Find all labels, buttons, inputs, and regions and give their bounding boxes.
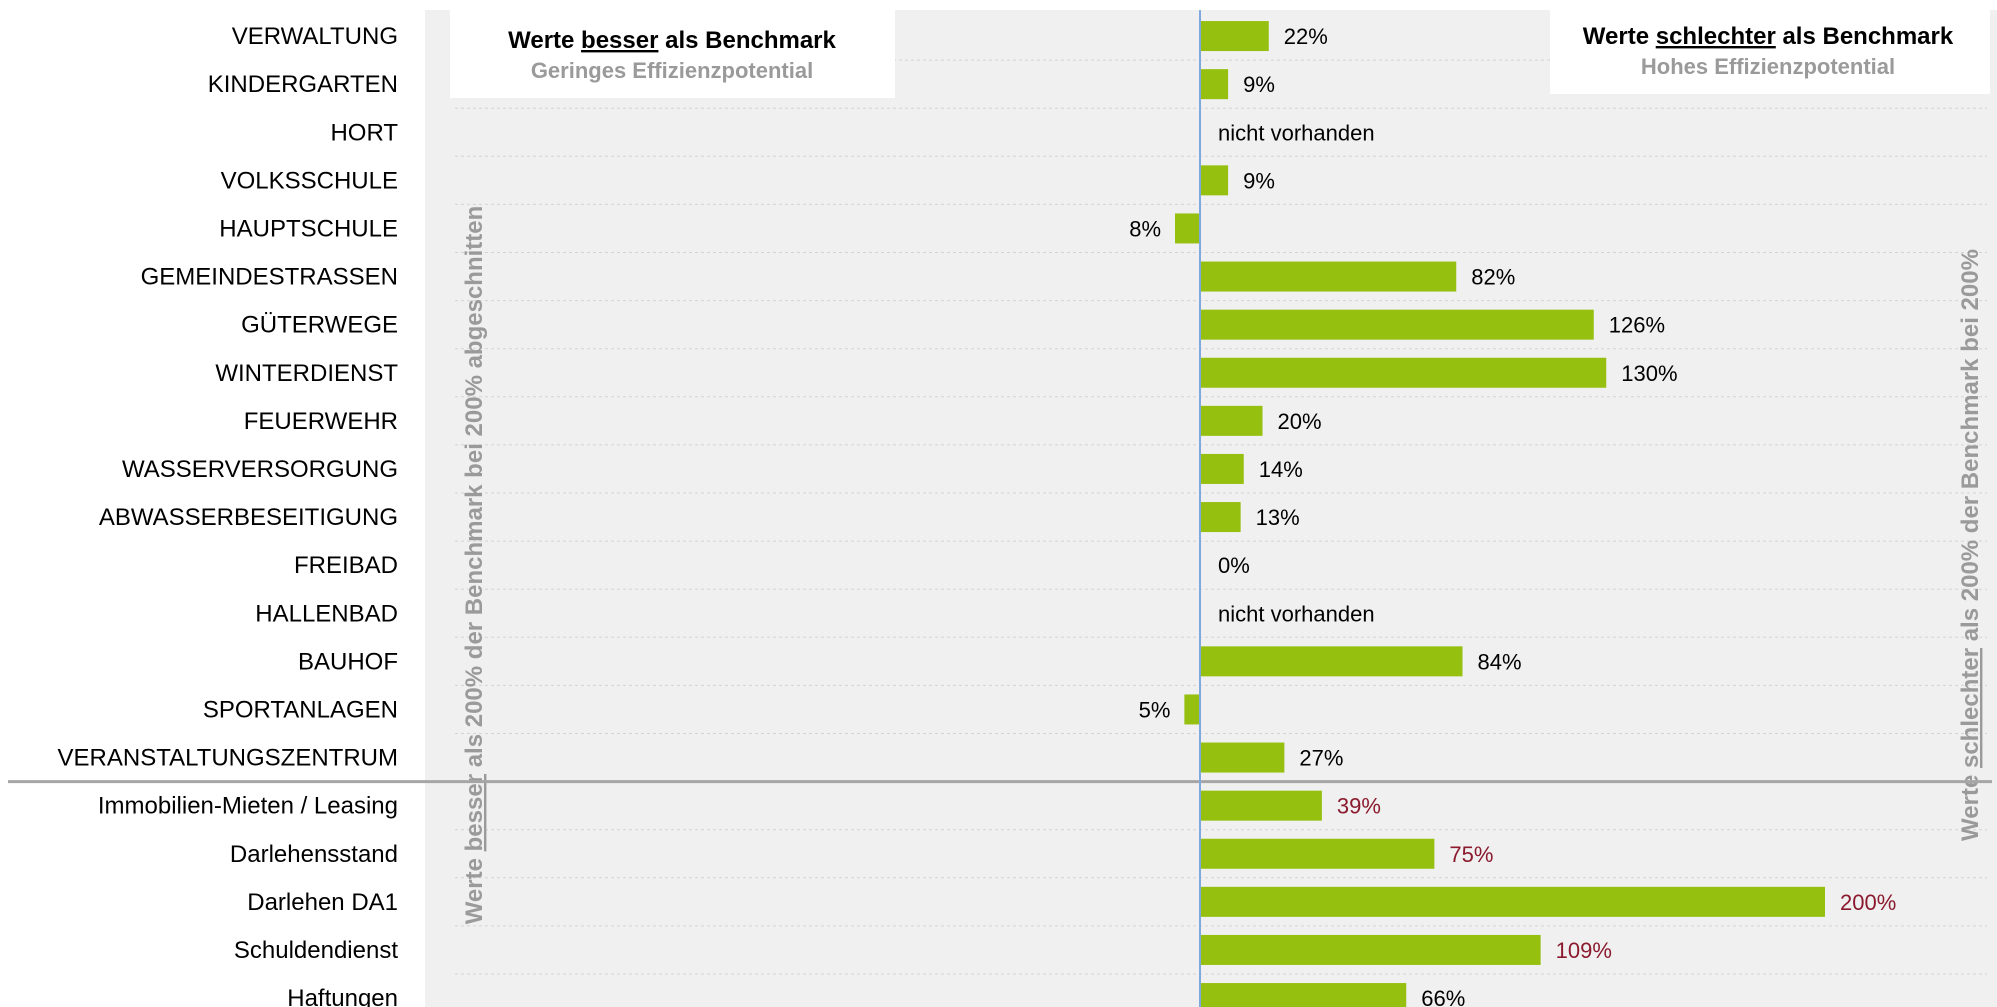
value-labels: 22% 9% nicht vorhanden 9% 8% 82% 126% 130% 20% 14… bbox=[1129, 24, 1896, 1007]
category-label: HORT bbox=[330, 119, 398, 146]
bar bbox=[1200, 165, 1229, 196]
bar bbox=[1184, 694, 1200, 725]
category-label: KINDERGARTEN bbox=[208, 71, 398, 98]
category-label: WASSERVERSORGUNG bbox=[122, 456, 398, 483]
bar bbox=[1200, 261, 1457, 292]
category-label: VOLKSSCHULE bbox=[221, 167, 398, 194]
bar bbox=[1200, 646, 1463, 677]
category-label: Darlehensstand bbox=[230, 841, 398, 868]
bar bbox=[1200, 405, 1263, 436]
category-label: WINTERDIENST bbox=[215, 360, 398, 387]
value-label: 22% bbox=[1284, 24, 1328, 49]
category-label: BAUHOF bbox=[298, 648, 398, 675]
category-label: HAUPTSCHULE bbox=[219, 215, 398, 242]
bar bbox=[1200, 790, 1322, 821]
category-label: Haftungen bbox=[287, 985, 398, 1007]
category-label: Immobilien-Mieten / Leasing bbox=[98, 793, 398, 820]
bar bbox=[1175, 213, 1200, 244]
category-label: VERWALTUNG bbox=[232, 23, 398, 50]
value-label: 66% bbox=[1421, 986, 1465, 1007]
bar bbox=[1200, 838, 1435, 869]
legend-right-title: Werte schlechter als Benchmark bbox=[1583, 23, 1954, 50]
value-label: 20% bbox=[1278, 409, 1322, 434]
bar bbox=[1200, 983, 1407, 1007]
category-label: FEUERWEHR bbox=[244, 408, 398, 435]
category-label: HALLENBAD bbox=[255, 600, 398, 627]
legend-right-box bbox=[1550, 10, 1990, 94]
legend-left-subtitle: Geringes Effizienzpotential bbox=[531, 58, 813, 83]
legend-right-subtitle: Hohes Effizienzpotential bbox=[1641, 54, 1895, 79]
bars bbox=[1175, 21, 1825, 1007]
category-label: GEMEINDESTRASSEN bbox=[141, 264, 398, 291]
value-label: 126% bbox=[1609, 313, 1665, 338]
category-label: Schuldendienst bbox=[234, 937, 398, 964]
value-label: 82% bbox=[1471, 265, 1515, 290]
value-label: 14% bbox=[1259, 457, 1303, 482]
note-left-vertical: Werte besser als 200% der Benchmark bei … bbox=[461, 206, 488, 925]
value-label: 9% bbox=[1243, 72, 1275, 97]
value-label: 200% bbox=[1840, 890, 1896, 915]
category-label: VERANSTALTUNGSZENTRUM bbox=[58, 745, 398, 772]
bar bbox=[1200, 357, 1607, 388]
value-label: 0% bbox=[1218, 553, 1250, 578]
value-label: 84% bbox=[1478, 649, 1522, 674]
bar bbox=[1200, 886, 1825, 917]
category-label: FREIBAD bbox=[294, 552, 398, 579]
value-label: 109% bbox=[1556, 938, 1612, 963]
value-label: 9% bbox=[1243, 168, 1275, 193]
bar bbox=[1200, 742, 1285, 773]
value-label: 75% bbox=[1449, 842, 1493, 867]
note-right-vertical: Werte schlechter als 200% der Benchmark … bbox=[1957, 249, 1984, 841]
category-labels: VERWALTUNG KINDERGARTEN HORT VOLKSSCHULE HAU… bbox=[58, 23, 399, 1007]
value-label: nicht vorhanden bbox=[1218, 120, 1375, 145]
bar bbox=[1200, 502, 1241, 533]
category-label: SPORTANLAGEN bbox=[203, 696, 398, 723]
value-label: 39% bbox=[1337, 794, 1381, 819]
legend-left-box bbox=[450, 10, 895, 98]
bar bbox=[1200, 309, 1594, 340]
value-label: 130% bbox=[1621, 361, 1677, 386]
category-label: Darlehen DA1 bbox=[247, 889, 398, 916]
bar bbox=[1200, 453, 1244, 484]
legend-left-title: Werte besser als Benchmark bbox=[508, 27, 836, 54]
category-label: ABWASSERBESEITIGUNG bbox=[99, 504, 398, 531]
bar bbox=[1200, 69, 1229, 100]
bar bbox=[1200, 934, 1541, 965]
value-label: nicht vorhanden bbox=[1218, 601, 1375, 626]
value-label: 13% bbox=[1256, 505, 1300, 530]
value-label: 8% bbox=[1129, 216, 1161, 241]
value-label: 27% bbox=[1299, 746, 1343, 771]
category-label: GÜTERWEGE bbox=[241, 312, 398, 339]
value-label: 5% bbox=[1139, 697, 1171, 722]
bar bbox=[1200, 21, 1269, 52]
